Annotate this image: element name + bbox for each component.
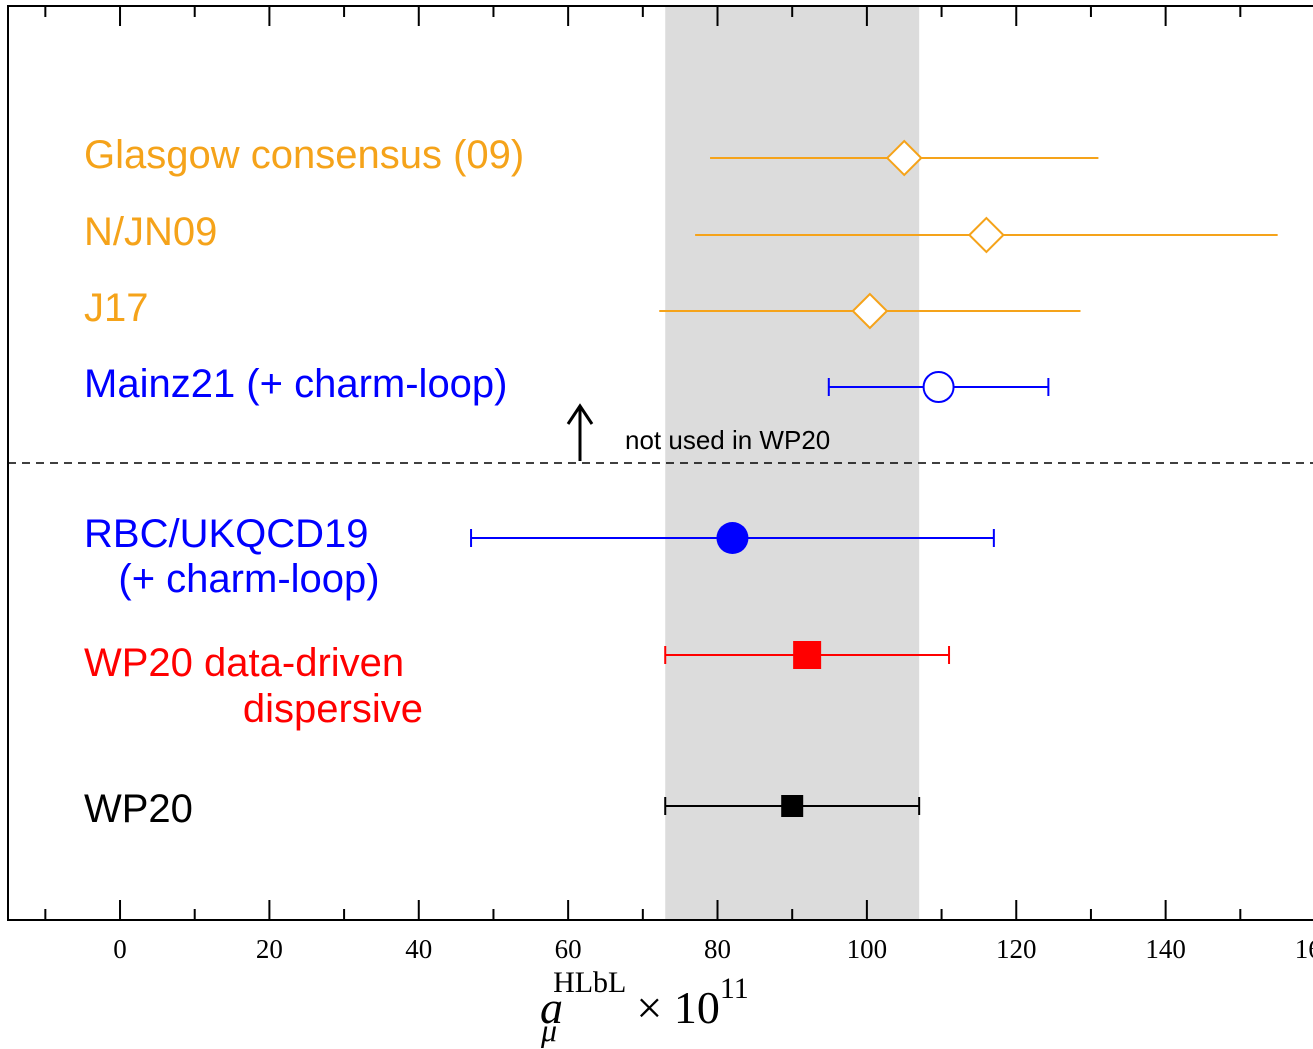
x-tick-label: 120 (996, 934, 1037, 964)
marker (793, 641, 822, 669)
x-axis-label-part: a (540, 982, 563, 1033)
arrow-head (566, 403, 594, 425)
annotation: not used in WP20 (625, 425, 830, 455)
x-axis-label-part: HLbL (553, 966, 626, 999)
x-tick-label: 100 (847, 934, 888, 964)
row-label: (+ charm-loop) (118, 557, 379, 601)
x-tick-label: 140 (1145, 934, 1186, 964)
row-label: Glasgow consensus (09) (84, 133, 524, 177)
x-axis-label-part: μ (540, 1012, 557, 1048)
x-tick-label: 40 (405, 934, 432, 964)
row-label: WP20 (84, 787, 193, 831)
x-tick-label: 20 (256, 934, 283, 964)
x-axis-label-part: × 10 (636, 982, 719, 1033)
row-label: dispersive (243, 687, 423, 731)
x-tick-label: 160 (1295, 934, 1313, 964)
row-label: WP20 data-driven (84, 641, 404, 685)
x-axis-label-part: 11 (720, 972, 749, 1005)
row-label: J17 (84, 286, 149, 330)
x-axis-label: aμ HLbL × 1011 (540, 966, 749, 1048)
marker (885, 139, 923, 177)
x-tick-label: 60 (555, 934, 582, 964)
row-label: Mainz21 (+ charm-loop) (84, 362, 508, 406)
marker (967, 216, 1005, 254)
marker (781, 795, 804, 817)
marker (922, 371, 955, 403)
x-tick-label: 80 (704, 934, 731, 964)
row-label: RBC/UKQCD19 (84, 512, 369, 556)
marker (851, 292, 889, 330)
row-label: N/JN09 (84, 210, 217, 254)
x-tick-label: 0 (113, 934, 127, 964)
marker (716, 522, 749, 554)
